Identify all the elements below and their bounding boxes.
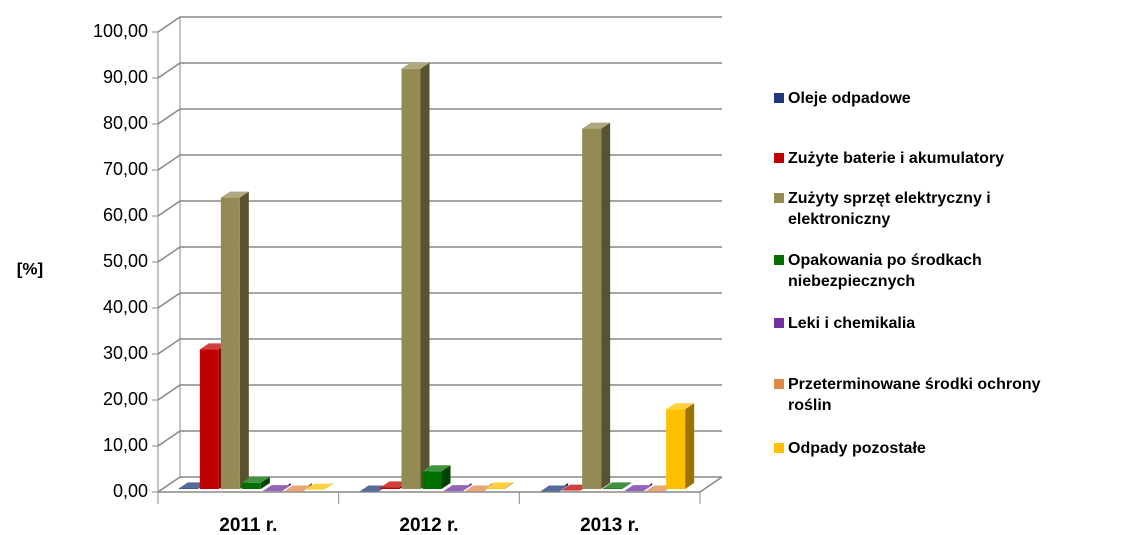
x-tick-label: 2012 r.	[399, 515, 458, 535]
legend-item: Oleje odpadowe	[774, 88, 1084, 109]
y-tick-label: 0,00	[113, 481, 148, 501]
legend-swatch	[774, 153, 784, 163]
bar-top	[283, 485, 312, 492]
bar-top	[241, 476, 270, 483]
y-tick-label: 50,00	[103, 251, 148, 271]
legend-label: Przeterminowane środki ochrony roślin	[788, 376, 1041, 414]
legend-swatch	[774, 93, 784, 103]
bar-side	[420, 62, 430, 490]
bar	[485, 488, 505, 489]
legend-item: Opakowania po środkach niebezpiecznych	[774, 250, 1084, 292]
bar-top	[485, 482, 514, 489]
legend-item: Odpady pozostałe	[774, 438, 1084, 459]
bar-top	[359, 485, 388, 492]
legend-swatch	[774, 193, 784, 203]
grid-line	[157, 154, 722, 171]
y-tick-label: 100,00	[93, 21, 148, 41]
legend-swatch	[774, 379, 784, 389]
bar-top	[540, 485, 569, 492]
y-tick-label: 20,00	[103, 389, 148, 409]
bar-top	[624, 485, 653, 492]
bar-top	[401, 62, 430, 69]
y-axis-label: [%]	[17, 259, 43, 278]
legend-label: Oleje odpadowe	[788, 90, 911, 107]
grid-line	[157, 62, 722, 79]
bar	[582, 128, 602, 489]
legend-label: Opakowania po środkach niebezpiecznych	[788, 252, 982, 290]
bar-top	[603, 482, 632, 489]
x-tick-label: 2013 r.	[580, 515, 639, 535]
bar	[666, 409, 686, 489]
legend-label: Odpady pozostałe	[788, 440, 926, 457]
bar	[241, 482, 261, 489]
legend-item: Przeterminowane środki ochrony roślin	[774, 374, 1084, 416]
y-tick-label: 80,00	[103, 113, 148, 133]
bar-side	[601, 122, 611, 489]
y-tick-label: 70,00	[103, 159, 148, 179]
bar-top	[464, 485, 493, 492]
bar	[422, 471, 442, 489]
bar-top	[304, 483, 333, 490]
legend-item: Zużyty sprzęt elektryczny i elektroniczn…	[774, 188, 1084, 230]
legend-label: Zużyte baterie i akumulatory	[788, 150, 1005, 167]
y-tick-label: 30,00	[103, 343, 148, 363]
y-tick-label: 90,00	[103, 67, 148, 87]
x-tick-label: 2011 r.	[219, 515, 277, 535]
legend-label: Leki i chemikalia	[788, 315, 916, 332]
bar-top	[220, 191, 249, 198]
bar-side	[239, 191, 249, 489]
legend-swatch	[774, 255, 784, 265]
bar-side	[622, 482, 632, 489]
bar-top	[443, 485, 472, 492]
bar-top	[666, 403, 695, 410]
bar	[220, 197, 240, 489]
bar	[178, 488, 198, 489]
y-tick-label: 40,00	[103, 297, 148, 317]
y-tick-label: 60,00	[103, 205, 148, 225]
bar	[603, 488, 623, 489]
legend-item: Zużyte baterie i akumulatory	[774, 148, 1084, 169]
bar-side	[260, 476, 270, 489]
y-tick-label: 10,00	[103, 435, 148, 455]
bar-top	[262, 485, 291, 492]
grid-line	[157, 108, 722, 125]
legend-label: Zużyty sprzęt elektryczny i elektroniczn…	[788, 190, 991, 228]
bar-side	[504, 482, 514, 489]
grid-line	[157, 16, 722, 33]
bar-top	[582, 122, 611, 129]
legend-swatch	[774, 443, 784, 453]
bar-side	[441, 465, 451, 489]
bar	[199, 349, 219, 489]
legend-item: Leki i chemikalia	[774, 313, 1084, 334]
bar	[380, 487, 400, 489]
bar-side	[685, 403, 695, 489]
legend-swatch	[774, 318, 784, 328]
bar	[401, 68, 421, 490]
bar-top	[422, 465, 451, 472]
